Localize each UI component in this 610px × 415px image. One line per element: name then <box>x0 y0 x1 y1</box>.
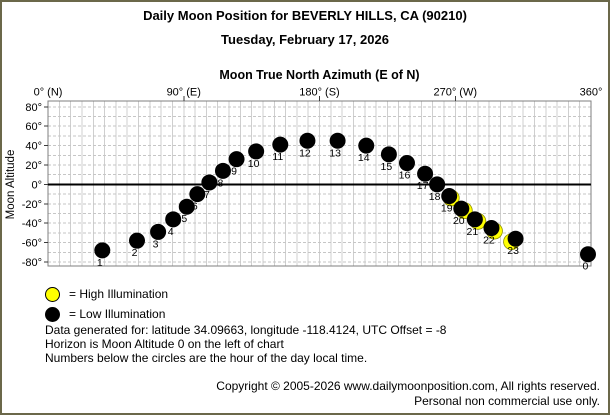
hour-label: 20 <box>453 215 465 227</box>
hour-label: 18 <box>429 191 441 203</box>
moon-position-marker <box>398 155 415 172</box>
legend: = High Illumination = Low Illumination <box>45 284 168 324</box>
hour-label: 1 <box>97 257 103 269</box>
moon-position-marker <box>228 151 245 168</box>
copyright-footer: Copyright © 2005-2026 www.dailymoonposit… <box>216 379 600 409</box>
moon-position-marker <box>453 200 470 217</box>
hour-label: 0 <box>583 261 589 273</box>
hour-label: 2 <box>132 247 138 259</box>
moon-position-marker <box>417 165 434 182</box>
moon-position-marker <box>128 232 145 249</box>
x-axis-tick-label: 0° (N) <box>34 87 63 99</box>
hour-label: 23 <box>507 245 519 257</box>
low-illumination-icon <box>45 306 60 322</box>
y-axis-tick-label: 20° <box>25 160 42 172</box>
moon-position-marker <box>507 230 524 247</box>
chart-axis-title: Moon True North Azimuth (E of N) <box>219 68 420 82</box>
hour-label: 4 <box>168 226 174 238</box>
moon-position-marker <box>178 198 195 215</box>
hour-label: 8 <box>218 177 224 189</box>
moon-position-marker <box>201 174 218 191</box>
moon-position-marker <box>299 132 316 149</box>
moon-position-marker <box>358 137 375 154</box>
legend-label-high: = High Illumination <box>69 287 169 301</box>
hour-label: 21 <box>467 226 479 238</box>
hour-label: 16 <box>399 170 411 182</box>
legend-row-high: = High Illumination <box>45 284 168 304</box>
moon-position-marker <box>150 223 167 240</box>
moon-position-marker <box>380 146 397 163</box>
hour-label: 6 <box>192 201 198 213</box>
hour-label: 15 <box>381 161 393 173</box>
hour-label: 10 <box>248 158 260 170</box>
y-axis-title: Moon Altitude <box>5 150 17 220</box>
y-axis-tick-label: 80° <box>25 102 42 114</box>
high-illumination-icon <box>45 286 60 302</box>
moon-position-marker <box>248 143 265 160</box>
hour-label: 5 <box>181 213 187 225</box>
page-date-subtitle: Tuesday, February 17, 2026 <box>221 32 389 47</box>
hour-label: 11 <box>272 151 283 163</box>
hour-label: 3 <box>153 238 159 250</box>
moon-position-marker <box>441 188 458 205</box>
hour-label: 9 <box>231 166 237 178</box>
moon-position-marker <box>579 246 596 263</box>
hour-label: 14 <box>358 152 370 164</box>
y-axis-tick-label: 60° <box>25 121 42 133</box>
hour-label: 7 <box>204 189 210 201</box>
moon-position-marker <box>429 176 446 193</box>
moon-position-marker <box>214 162 231 179</box>
hour-label: 13 <box>329 147 341 159</box>
legend-row-low: = Low Illumination <box>45 304 168 324</box>
moon-position-marker <box>165 211 182 228</box>
moon-position-marker <box>189 186 206 203</box>
legend-label-low: = Low Illumination <box>69 307 166 321</box>
note-horizon: Horizon is Moon Altitude 0 on the left o… <box>45 337 284 351</box>
x-axis-tick-label: 180° (S) <box>299 87 339 99</box>
x-axis-tick-label: 360° <box>580 87 603 99</box>
y-axis-tick-label: -80° <box>22 257 42 269</box>
copyright-line: Copyright © 2005-2026 www.dailymoonposit… <box>216 379 600 393</box>
moon-position-marker <box>329 132 346 149</box>
hour-label: 12 <box>299 147 311 159</box>
hour-label: 17 <box>417 180 429 192</box>
hour-label: 19 <box>441 203 453 215</box>
x-axis-tick-label: 270° (W) <box>433 87 477 99</box>
chart-notes: Data generated for: latitude 34.09663, l… <box>45 323 446 365</box>
moon-position-marker <box>483 220 500 237</box>
note-hours: Numbers below the circles are the hour o… <box>45 351 368 365</box>
moon-position-marker <box>466 211 483 228</box>
note-location: Data generated for: latitude 34.09663, l… <box>45 323 447 337</box>
y-axis-tick-label: 40° <box>25 141 42 153</box>
y-axis-tick-label: -60° <box>22 238 42 250</box>
x-axis-tick-label: 90° (E) <box>167 87 201 99</box>
y-axis-tick-label: 0° <box>31 179 42 191</box>
moon-position-marker <box>272 136 289 153</box>
y-axis-tick-label: -40° <box>22 218 42 230</box>
moon-position-marker <box>94 242 111 259</box>
hour-label: 22 <box>483 235 495 247</box>
page-title: Daily Moon Position for BEVERLY HILLS, C… <box>143 8 467 23</box>
y-axis-tick-label: -20° <box>22 199 42 211</box>
usage-line: Personal non commercial use only. <box>414 394 600 408</box>
